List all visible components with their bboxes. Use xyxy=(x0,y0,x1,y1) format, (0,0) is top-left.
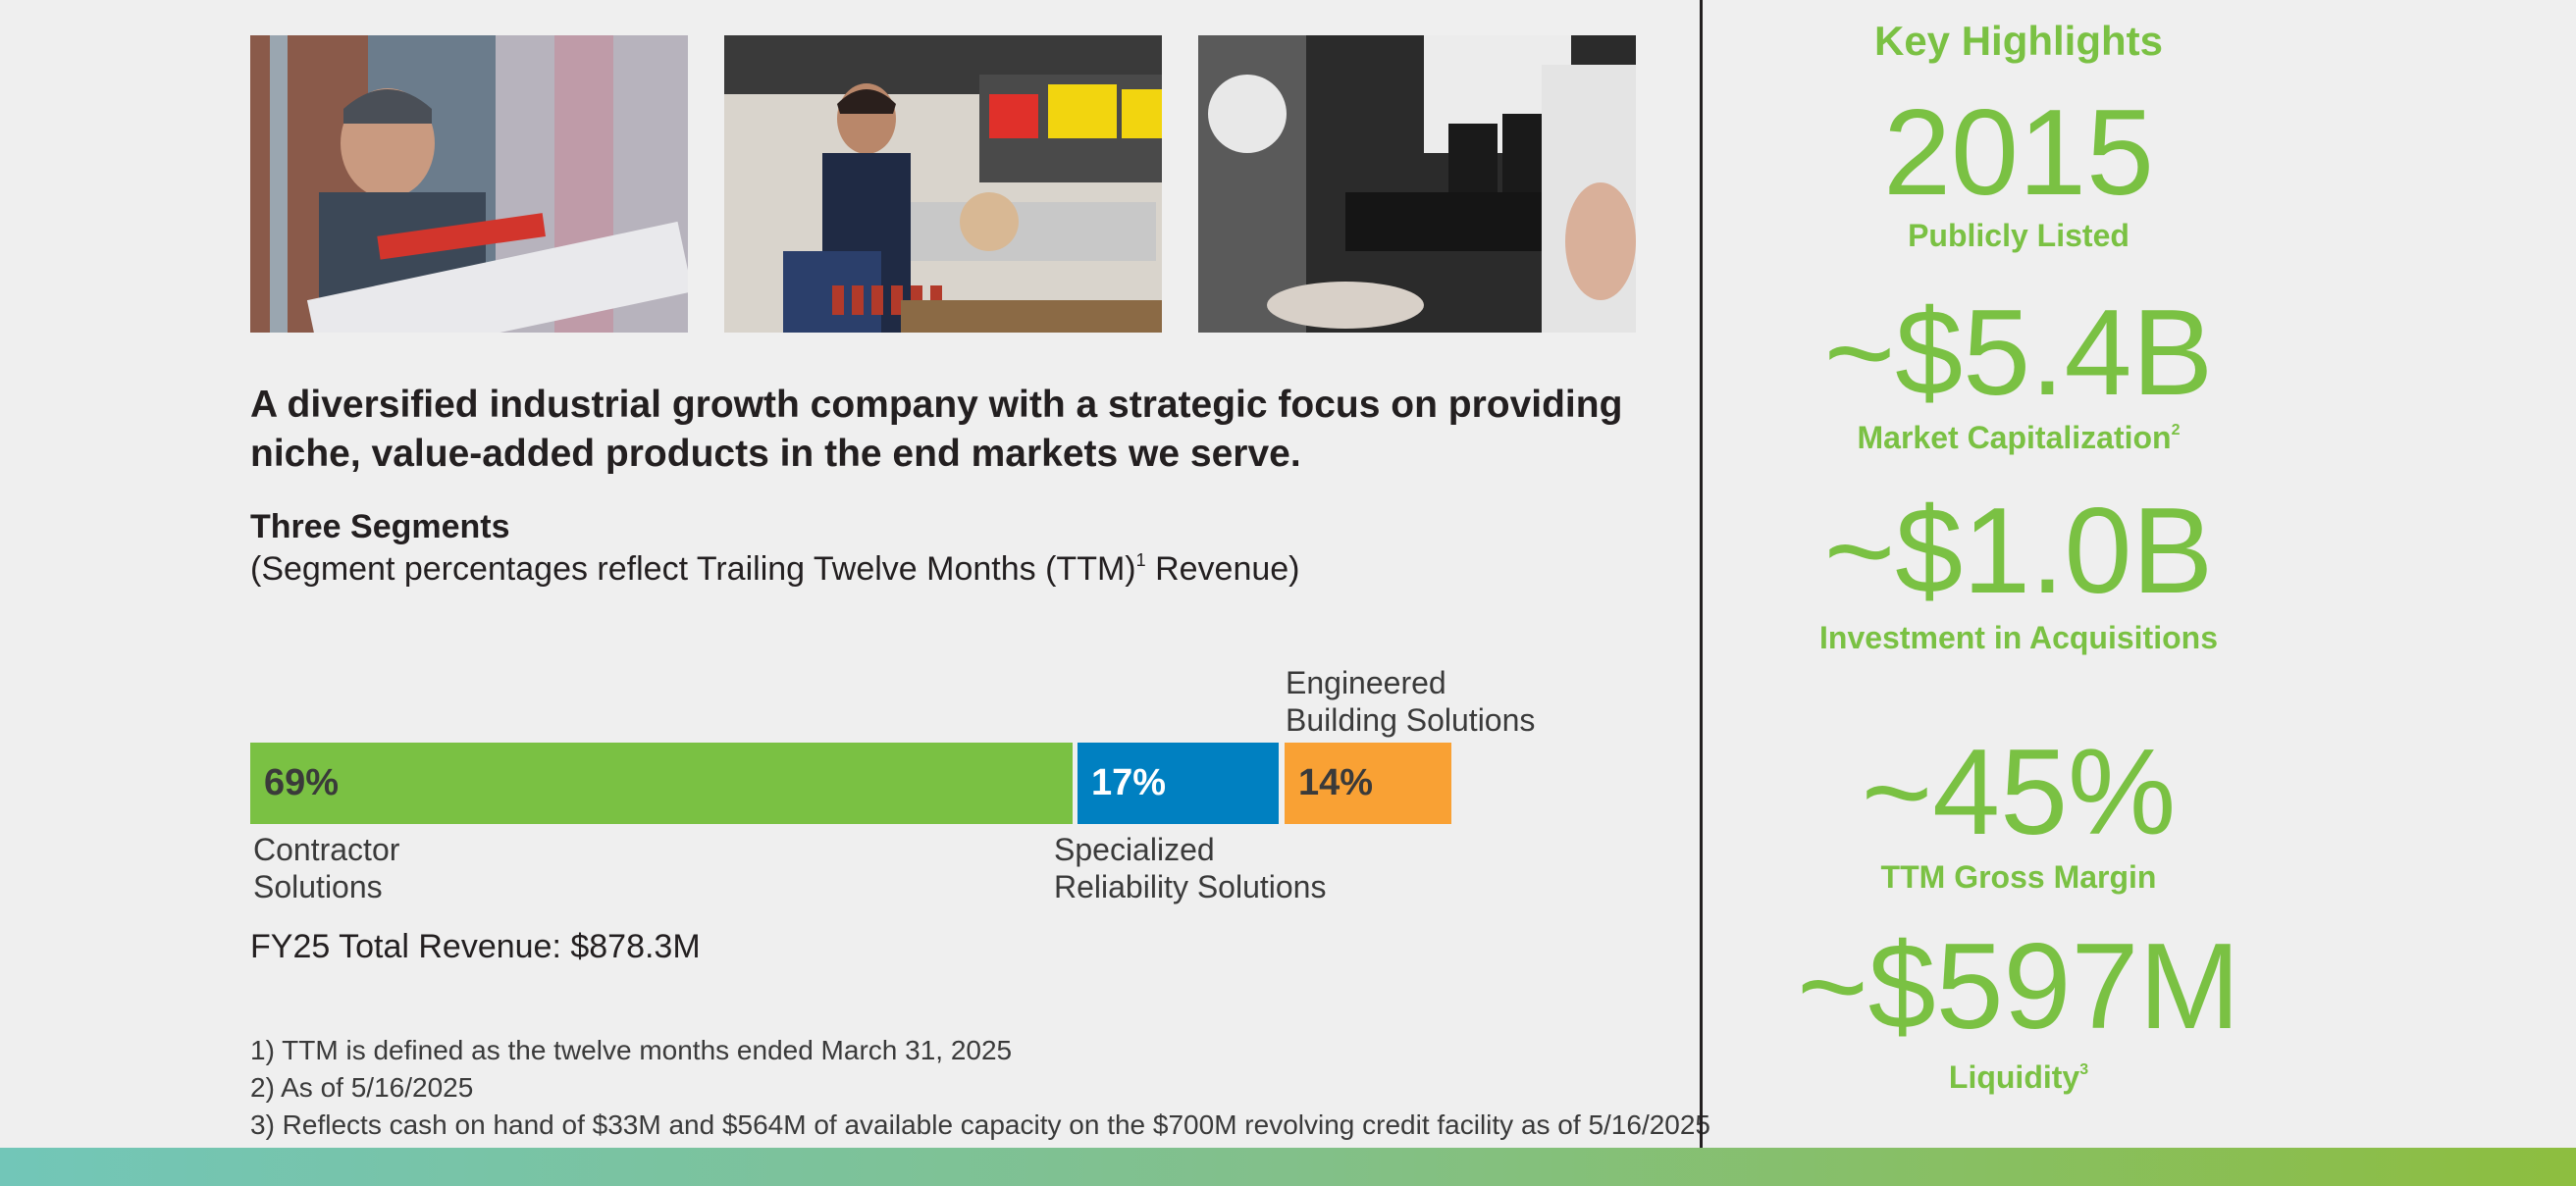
total-revenue: FY25 Total Revenue: $878.3M xyxy=(250,928,701,965)
microscope-photo xyxy=(1198,35,1636,333)
highlight-label-investment-in-acquisitions: Investment in Acquisitions xyxy=(1819,620,2218,655)
highlight-label-publicly-listed: Publicly Listed xyxy=(1908,218,2129,253)
highlight-label-ttm-gross-margin: TTM Gross Margin xyxy=(1880,859,2157,895)
segment-label-engineered-building-solutions: Engineered Building Solutions xyxy=(1286,665,1536,738)
footnote-ref-2: 2 xyxy=(2171,422,2181,438)
segment-bar-engineered-building-solutions: 14% xyxy=(1285,743,1451,824)
segments-subtitle: (Segment percentages reflect Trailing Tw… xyxy=(250,550,1300,588)
highlight-value-ttm-gross-margin: ~45% xyxy=(1861,725,2177,860)
segments-title: Three Segments xyxy=(250,508,510,545)
segment-percent-engineered-building-solutions: 14% xyxy=(1298,762,1374,803)
highlight-label-liquidity: Liquidity3 xyxy=(1948,1059,2089,1095)
highlight-value-publicly-listed: 2015 xyxy=(1883,85,2154,221)
worker-with-pipe-wrench-photo xyxy=(250,35,688,333)
footnote-ref-1: 1 xyxy=(1135,550,1146,570)
segment-label-specialized-reliability-solutions: Specialized Reliability Solutions xyxy=(1054,832,1327,904)
headline: A diversified industrial growth company … xyxy=(250,384,1623,475)
vertical-divider xyxy=(1700,0,1703,1148)
segment-label-contractor-solutions: Contractor Solutions xyxy=(253,832,400,904)
highlight-value-investment-in-acquisitions: ~$1.0B xyxy=(1823,484,2214,619)
bottom-gradient-band xyxy=(0,1148,2576,1186)
segment-bar-contractor-solutions: 69% xyxy=(250,743,1073,824)
segment-percent-specialized-reliability-solutions: 17% xyxy=(1091,762,1167,803)
highlight-label-market-capitalization: Market Capitalization2 xyxy=(1857,420,2181,455)
segment-bar-specialized-reliability-solutions: 17% xyxy=(1078,743,1279,824)
footnote-2: 2) As of 5/16/2025 xyxy=(250,1072,474,1103)
footnotes: 1) TTM is defined as the twelve months e… xyxy=(250,1032,1710,1144)
worker-in-warehouse-photo xyxy=(724,35,1162,333)
footnote-ref-3: 3 xyxy=(2079,1061,2089,1078)
footnote-3: 3) Reflects cash on hand of $33M and $56… xyxy=(250,1109,1711,1140)
key-highlights-title: Key Highlights xyxy=(1873,18,2164,64)
highlight-value-liquidity: ~$597M xyxy=(1797,919,2240,1055)
footnote-1: 1) TTM is defined as the twelve months e… xyxy=(250,1035,1013,1065)
segment-percent-contractor-solutions: 69% xyxy=(264,762,340,803)
highlight-value-market-capitalization: ~$5.4B xyxy=(1823,285,2214,421)
